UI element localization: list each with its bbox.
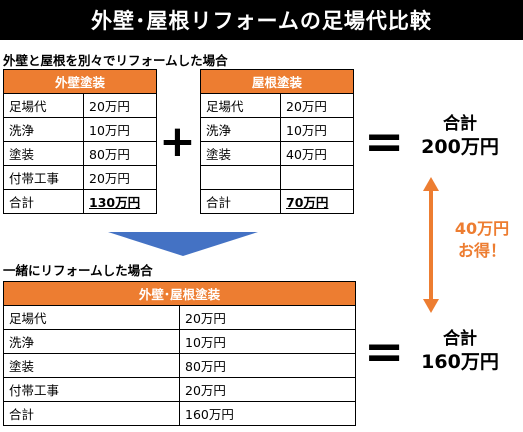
savings-text: お得！ bbox=[457, 241, 506, 260]
item-cell: 洗浄 bbox=[3, 329, 180, 354]
together-cost-table: 外壁･屋根塗装 足場代 20万円 洗浄 10万円 塗装 80万円 付帯工事 20… bbox=[3, 281, 356, 426]
page-title-text: 外壁･屋根リフォームの足場代比較 bbox=[91, 9, 432, 33]
table-row: 塗装 80万円 bbox=[3, 141, 157, 166]
item-cell: 合計 bbox=[200, 189, 281, 214]
item-cell: 洗浄 bbox=[200, 117, 281, 142]
item-cell: 足場代 bbox=[3, 305, 180, 330]
table-row bbox=[200, 165, 354, 190]
table-row: 合計 130万円 bbox=[3, 189, 157, 214]
table-row: 塗装 40万円 bbox=[200, 141, 354, 166]
together-total-value: 160万円 bbox=[421, 351, 499, 373]
total-cost-cell: 70万円 bbox=[280, 189, 354, 214]
together-table-header: 外壁･屋根塗装 bbox=[3, 281, 356, 306]
cost-cell: 40万円 bbox=[280, 141, 354, 166]
separate-total: 合計 200万円 bbox=[405, 113, 515, 159]
item-cell: 付帯工事 bbox=[3, 165, 84, 190]
cost-cell: 80万円 bbox=[83, 141, 157, 166]
cost-cell: 10万円 bbox=[280, 117, 354, 142]
cost-cell: 20万円 bbox=[83, 93, 157, 118]
page-title: 外壁･屋根リフォームの足場代比較 bbox=[0, 0, 523, 40]
item-cell: 合計 bbox=[3, 189, 84, 214]
item-cell: 塗装 bbox=[3, 141, 84, 166]
together-total: 合計 160万円 bbox=[405, 328, 515, 374]
wall-cost-table: 外壁塗装 足場代 20万円 洗浄 10万円 塗装 80万円 付帯工事 20万円 … bbox=[3, 69, 157, 214]
item-cell: 足場代 bbox=[3, 93, 84, 118]
table-row: 合計 160万円 bbox=[3, 401, 356, 426]
item-cell bbox=[200, 165, 281, 190]
table-row: 付帯工事 20万円 bbox=[3, 377, 356, 402]
double-arrow-icon bbox=[423, 177, 439, 313]
table-row: 洗浄 10万円 bbox=[200, 117, 354, 142]
table-row: 合計 70万円 bbox=[200, 189, 354, 214]
cost-cell: 20万円 bbox=[179, 305, 356, 330]
cost-cell bbox=[280, 165, 354, 190]
savings-callout: 40万円 お得！ bbox=[441, 218, 523, 262]
plus-sign: + bbox=[159, 116, 196, 167]
equals-sign-separate: = bbox=[364, 114, 405, 170]
wall-table-header: 外壁塗装 bbox=[3, 69, 157, 94]
roof-table-header: 屋根塗装 bbox=[200, 69, 354, 94]
separate-total-label: 合計 bbox=[443, 114, 477, 134]
table-row: 洗浄 10万円 bbox=[3, 117, 157, 142]
table-row: 塗装 80万円 bbox=[3, 353, 356, 378]
item-cell: 付帯工事 bbox=[3, 377, 180, 402]
table-row: 足場代 20万円 bbox=[3, 93, 157, 118]
separate-total-value: 200万円 bbox=[421, 136, 499, 158]
item-cell: 洗浄 bbox=[3, 117, 84, 142]
table-row: 付帯工事 20万円 bbox=[3, 165, 157, 190]
savings-amount: 40万円 bbox=[454, 219, 510, 238]
equals-sign-together: = bbox=[364, 324, 405, 380]
item-cell: 塗装 bbox=[3, 353, 180, 378]
item-cell: 合計 bbox=[3, 401, 180, 426]
cost-cell: 20万円 bbox=[83, 165, 157, 190]
table-row: 足場代 20万円 bbox=[200, 93, 354, 118]
together-section-label: 一緒にリフォームした場合 bbox=[3, 263, 153, 278]
cost-cell: 20万円 bbox=[179, 377, 356, 402]
item-cell: 塗装 bbox=[200, 141, 281, 166]
table-row: 洗浄 10万円 bbox=[3, 329, 356, 354]
cost-cell: 10万円 bbox=[179, 329, 356, 354]
cost-cell: 20万円 bbox=[280, 93, 354, 118]
cost-cell: 160万円 bbox=[179, 401, 356, 426]
together-total-label: 合計 bbox=[443, 329, 477, 349]
item-cell: 足場代 bbox=[200, 93, 281, 118]
down-arrow-icon bbox=[108, 232, 258, 256]
total-cost-cell: 130万円 bbox=[83, 189, 157, 214]
cost-cell: 10万円 bbox=[83, 117, 157, 142]
roof-cost-table: 屋根塗装 足場代 20万円 洗浄 10万円 塗装 40万円 合計 70万円 bbox=[200, 69, 354, 214]
separate-section-label: 外壁と屋根を別々でリフォームした場合 bbox=[3, 53, 228, 68]
cost-cell: 80万円 bbox=[179, 353, 356, 378]
table-row: 足場代 20万円 bbox=[3, 305, 356, 330]
